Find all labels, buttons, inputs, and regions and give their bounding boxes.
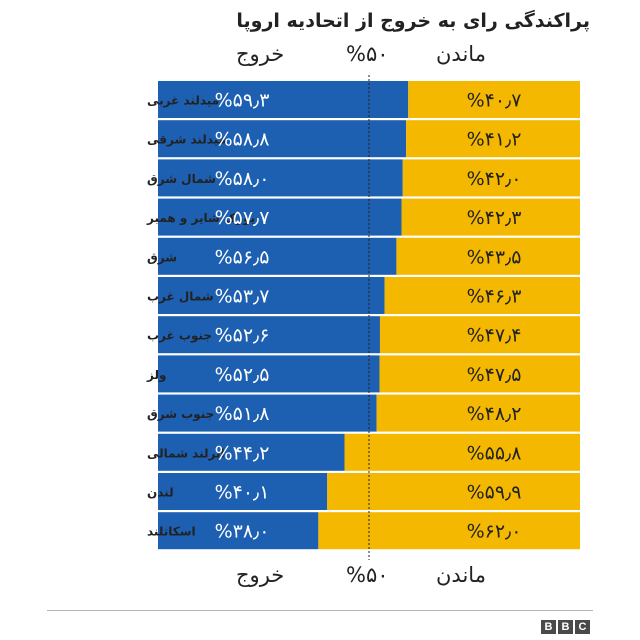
- category-label: میدلند شرقی: [147, 133, 226, 147]
- remain-value-label: %۴۷٫۵: [467, 364, 522, 386]
- leave-value-label: %۵۲٫۵: [215, 364, 270, 386]
- category-label: میدلند غربی: [147, 94, 219, 108]
- chart-title: پراکندگی رای به خروج از اتحادیه اروپا: [236, 10, 590, 32]
- category-label: لندن: [147, 486, 174, 500]
- category-label: یورک شایر و همبر: [146, 211, 255, 226]
- remain-bar: [327, 473, 580, 510]
- leave-bar: [158, 355, 380, 393]
- bbc-logo: B B C: [541, 620, 590, 634]
- leave-header-bottom: خروج: [236, 563, 285, 587]
- leave-value-label: %۴۴٫۲: [215, 442, 270, 464]
- leave-bar: [158, 198, 402, 236]
- leave-bar: [158, 433, 345, 471]
- category-label: شمال شرق: [147, 172, 216, 186]
- remain-bar: [396, 237, 580, 275]
- remain-value-label: %۴۲٫۰: [467, 168, 522, 190]
- remain-bar: [318, 512, 580, 550]
- leave-value-label: %۵۸٫۸: [215, 129, 270, 151]
- remain-bar: [376, 394, 580, 432]
- remain-value-label: %۴۷٫۴: [467, 325, 522, 347]
- leave-value-label: %۵۷٫۷: [215, 207, 270, 229]
- remain-bar: [402, 159, 580, 197]
- category-label: جنوب شرق: [147, 407, 214, 422]
- leave-value-label: %۵۹٫۳: [215, 90, 270, 112]
- leave-bar: [158, 316, 380, 354]
- category-label: ایرلند شمالی: [147, 446, 225, 460]
- leave-value-label: %۳۸٫۰: [215, 521, 270, 543]
- leave-header-top: خروج: [236, 42, 285, 66]
- remain-bar: [384, 277, 580, 314]
- leave-value-label: %۵۳٫۷: [215, 286, 270, 308]
- remain-bar: [408, 81, 580, 118]
- category-label: اسکاتلند: [147, 525, 196, 539]
- remain-value-label: %۴۶٫۳: [467, 286, 522, 308]
- fifty-header-bottom: %۵۰: [346, 563, 389, 587]
- remain-bar: [379, 355, 580, 393]
- remain-value-label: %۴۸٫۲: [467, 403, 522, 425]
- category-label: شمال غرب: [147, 290, 214, 304]
- leave-bar: [158, 81, 409, 118]
- leave-value-label: %۵۶٫۵: [215, 246, 270, 268]
- remain-value-label: %۴۲٫۳: [467, 207, 522, 229]
- remain-bar: [344, 433, 580, 471]
- bbc-logo-letter: B: [558, 620, 573, 634]
- remain-value-label: %۴۳٫۵: [467, 246, 522, 268]
- category-label: جنوب غرب: [147, 329, 212, 344]
- bbc-logo-letter: C: [575, 620, 590, 634]
- leave-bar: [158, 394, 377, 432]
- remain-value-label: %۴۱٫۲: [467, 129, 522, 151]
- remain-value-label: %۴۰٫۷: [467, 90, 522, 112]
- remain-bar: [401, 198, 580, 236]
- remain-bar: [379, 316, 580, 354]
- category-label: ولز: [146, 368, 166, 383]
- leave-bar: [158, 277, 385, 314]
- leave-bar: [158, 512, 319, 550]
- fifty-header-top: %۵۰: [346, 42, 389, 66]
- leave-value-label: %۵۱٫۸: [215, 403, 270, 425]
- leave-value-label: %۵۸٫۰: [215, 168, 270, 190]
- remain-bar: [406, 120, 580, 158]
- leave-bar: [158, 120, 407, 158]
- footer-divider: [47, 610, 593, 611]
- remain-value-label: %۵۹٫۹: [467, 482, 522, 504]
- leave-bar: [158, 237, 397, 275]
- remain-header-bottom: ماندن: [436, 563, 486, 587]
- remain-header-top: ماندن: [436, 42, 486, 66]
- leave-bar: [158, 159, 403, 197]
- remain-value-label: %۶۲٫۰: [467, 521, 522, 543]
- leave-value-label: %۴۰٫۱: [215, 482, 270, 504]
- leave-bar: [158, 473, 328, 510]
- category-label: شرق: [147, 250, 177, 264]
- bbc-logo-letter: B: [541, 620, 556, 634]
- leave-value-label: %۵۲٫۶: [215, 325, 270, 347]
- remain-value-label: %۵۵٫۸: [467, 442, 522, 464]
